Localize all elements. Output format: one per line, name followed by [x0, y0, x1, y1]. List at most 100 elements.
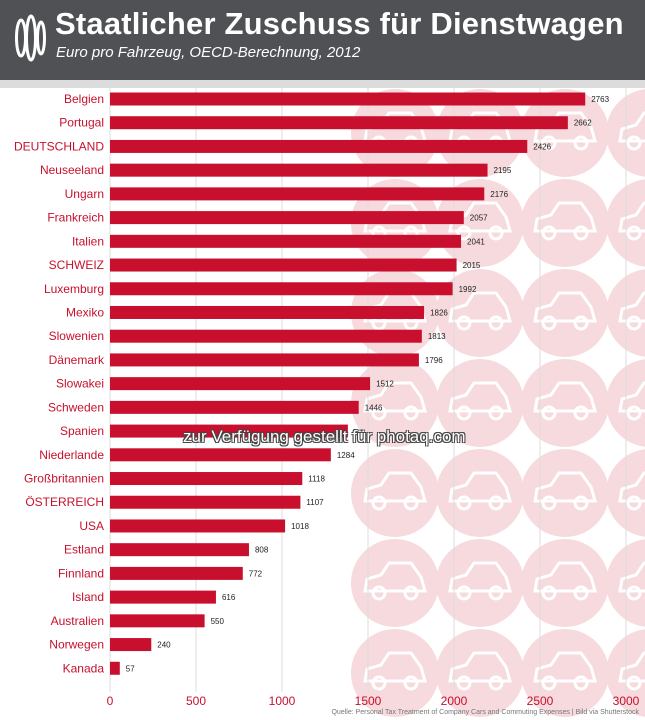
car-wheel-icon — [626, 405, 642, 421]
value-label: 808 — [255, 546, 269, 555]
category-label: Kanada — [63, 661, 105, 675]
oecd-logo-icon — [15, 14, 46, 62]
car-wheel-icon — [573, 405, 589, 421]
category-label: Slowakei — [56, 377, 104, 391]
bar — [110, 424, 348, 438]
car-circle — [521, 449, 609, 537]
car-wheel-icon — [371, 495, 387, 511]
chart-bars — [110, 92, 586, 675]
category-label: Frankreich — [47, 211, 104, 225]
car-wheel-icon — [403, 405, 419, 421]
car-circle — [521, 179, 609, 267]
car-wheel-icon — [403, 675, 419, 691]
value-label: 772 — [249, 569, 263, 578]
car-wheel-icon — [541, 585, 557, 601]
car-icon — [363, 471, 427, 503]
car-icon — [363, 381, 427, 413]
car-wheel-icon — [456, 585, 472, 601]
bar — [110, 258, 457, 272]
car-circle — [521, 89, 609, 177]
bar-chart: Belgien Portugal DEUTSCHLAND Neuseeland Unga… — [14, 88, 645, 717]
bar — [110, 116, 568, 130]
bar — [110, 495, 301, 509]
car-wheel-icon — [488, 585, 504, 601]
car-wheel-icon — [626, 315, 642, 331]
car-wheel-icon — [573, 225, 589, 241]
car-circle — [521, 629, 609, 717]
category-label: Portugal — [59, 116, 104, 130]
car-circle — [436, 449, 524, 537]
bar — [110, 590, 216, 604]
car-wheel-icon — [371, 585, 387, 601]
car-circle — [351, 89, 439, 177]
bar — [110, 638, 152, 652]
value-label: 2176 — [490, 190, 508, 199]
car-wheel-icon — [626, 135, 642, 151]
car-wheel-icon — [626, 225, 642, 241]
car-icon — [533, 201, 597, 233]
car-wheel-icon — [488, 495, 504, 511]
source-note: Quelle: Personal Tax Treatment of Compan… — [331, 709, 639, 716]
value-label: 1992 — [459, 285, 477, 294]
car-wheel-icon — [456, 315, 472, 331]
car-icon — [533, 291, 597, 323]
car-circle — [436, 269, 524, 357]
car-wheel-icon — [488, 315, 504, 331]
x-tick-label: 3000 — [613, 694, 640, 708]
bar — [110, 377, 371, 391]
value-label: 2057 — [470, 214, 488, 223]
car-wheel-icon — [573, 315, 589, 331]
car-circle — [521, 539, 609, 627]
value-label: 57 — [126, 664, 135, 673]
bar — [110, 519, 286, 533]
car-wheel-icon — [456, 675, 472, 691]
car-wheel-icon — [541, 405, 557, 421]
value-label: 1813 — [428, 332, 446, 341]
category-label: Schweden — [48, 400, 104, 414]
value-label: 1107 — [306, 498, 324, 507]
bar — [110, 614, 205, 628]
car-wheel-icon — [626, 495, 642, 511]
bar — [110, 92, 586, 106]
car-icon — [533, 651, 597, 683]
bar — [110, 543, 249, 557]
bar — [110, 163, 488, 177]
car-wheel-icon — [541, 495, 557, 511]
category-label: Belgien — [64, 92, 104, 106]
car-circle — [351, 539, 439, 627]
car-circle — [436, 359, 524, 447]
car-wheel-icon — [488, 675, 504, 691]
car-wheel-icon — [456, 225, 472, 241]
car-wheel-icon — [541, 225, 557, 241]
car-icon — [363, 561, 427, 593]
value-label: 240 — [157, 641, 171, 650]
x-tick-label: 1000 — [269, 694, 296, 708]
car-wheel-icon — [541, 675, 557, 691]
car-icon — [618, 381, 645, 413]
value-label: 2763 — [591, 95, 609, 104]
bar — [110, 472, 303, 486]
watermark-text: zur Verfügung gestellt für photaq.com — [183, 427, 466, 446]
value-label: 2662 — [574, 119, 592, 128]
car-circle — [351, 449, 439, 537]
value-label: 1284 — [337, 451, 355, 460]
value-label: 2015 — [463, 261, 481, 270]
car-icon — [618, 111, 645, 143]
car-wheel-icon — [573, 585, 589, 601]
value-label: 550 — [211, 617, 225, 626]
category-label: Luxemburg — [44, 282, 104, 296]
car-wheel-icon — [541, 135, 557, 151]
category-label: Neuseeland — [40, 163, 104, 177]
car-circle — [521, 269, 609, 357]
bar — [110, 329, 422, 343]
car-wheel-icon — [403, 495, 419, 511]
category-label: Slowenien — [49, 329, 104, 343]
x-tick-label: 500 — [186, 694, 206, 708]
bar — [110, 448, 331, 462]
x-tick-label: 2000 — [441, 694, 468, 708]
x-tick-label: 2500 — [527, 694, 554, 708]
car-icon — [363, 651, 427, 683]
category-label: ÖSTERREICH — [25, 495, 104, 509]
value-label: 616 — [222, 593, 236, 602]
bar — [110, 661, 120, 675]
